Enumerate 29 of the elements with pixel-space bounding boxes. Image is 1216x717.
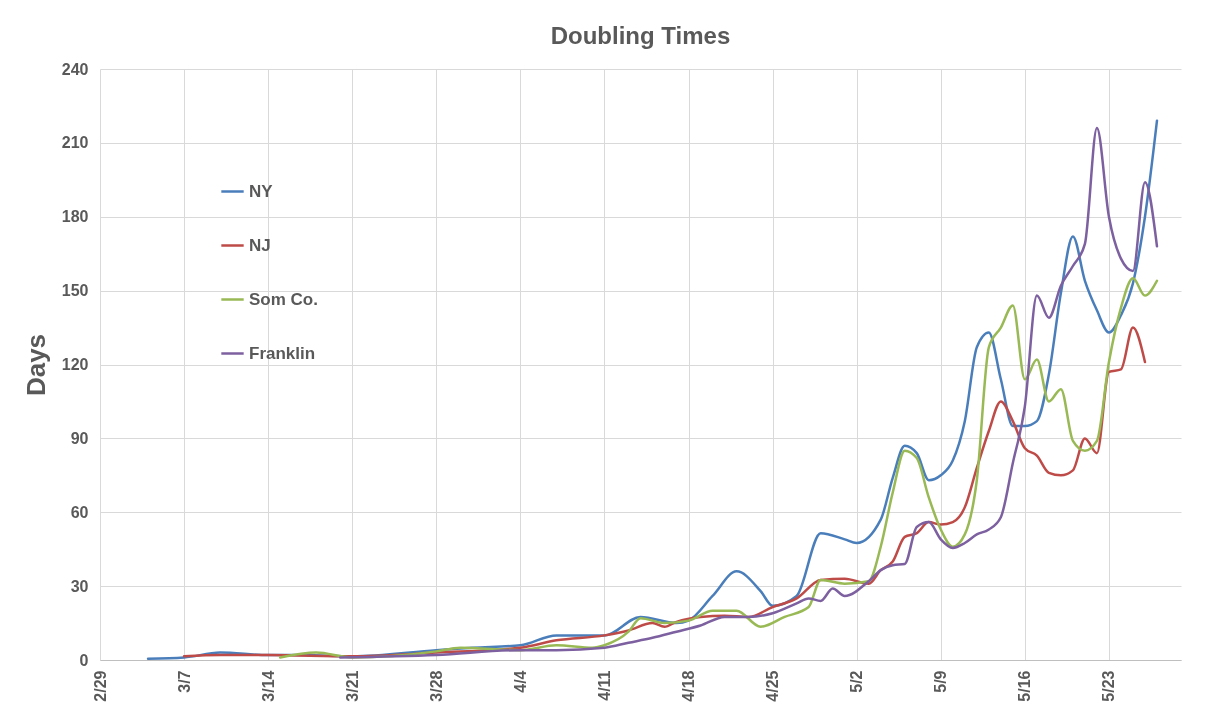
x-tick-label: 5/9 — [932, 670, 950, 693]
y-tick-label: 30 — [70, 577, 89, 595]
x-tick-label: 3/14 — [259, 670, 277, 702]
y-axis-title: Days — [20, 333, 51, 397]
x-tick-label: 4/11 — [595, 670, 613, 701]
legend-label: Franklin — [249, 343, 316, 363]
legend-label: NJ — [249, 235, 271, 255]
line-series — [338, 126, 1159, 659]
chart-title: Doubling Times — [550, 22, 731, 49]
y-tick-label: 0 — [79, 651, 89, 669]
x-tick-label: 4/25 — [764, 670, 782, 702]
y-tick-label: 210 — [61, 134, 89, 152]
y-tick-label: 180 — [61, 208, 89, 226]
legend-label: Som Co. — [249, 289, 318, 309]
y-tick-label: 90 — [70, 429, 89, 447]
y-tick-label: 240 — [61, 60, 89, 78]
x-tick-label: 3/7 — [175, 670, 193, 693]
y-tick-label: 150 — [61, 282, 89, 300]
x-tick-label: 3/28 — [427, 670, 445, 702]
x-tick-label: 4/4 — [511, 670, 529, 693]
y-tick-label: 120 — [61, 356, 89, 373]
x-tick-label: 5/16 — [1016, 670, 1034, 702]
legend-label: NY — [249, 181, 274, 201]
x-tick-label: 3/21 — [343, 670, 361, 702]
x-tick-label: 2/29 — [91, 670, 109, 702]
x-tick-label: 5/23 — [1100, 670, 1118, 702]
x-tick-label: 4/18 — [680, 670, 698, 702]
y-tick-label: 60 — [70, 503, 89, 521]
x-tick-label: 5/2 — [848, 670, 866, 693]
